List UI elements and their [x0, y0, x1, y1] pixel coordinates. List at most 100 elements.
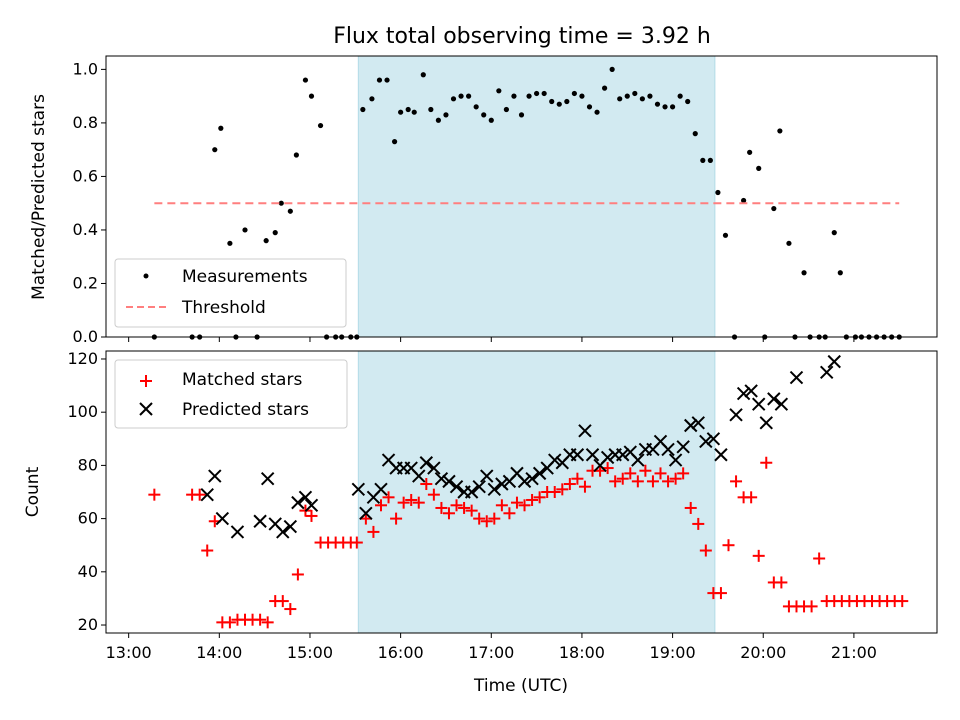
measurement-point: [662, 104, 668, 110]
predicted-star-point: [706, 432, 721, 446]
top-y-axis-label: Matched/Predicted stars: [29, 94, 49, 300]
predicted-star-point: [276, 525, 290, 539]
matched-star-point: [533, 491, 546, 504]
matched-star-point: [435, 501, 448, 514]
top-y-tick-label: 1.0: [73, 59, 98, 78]
measurement-point: [639, 96, 645, 102]
measurement-point: [518, 112, 525, 118]
predicted-star-point: [283, 519, 298, 534]
predicted-star-point: [752, 397, 766, 411]
matched-star-point: [382, 491, 395, 504]
predicted-star-point: [585, 448, 600, 462]
bottom-panel: 20 40 60 80 100 120 13:00 14:00 15:00 16:00 17:00…: [23, 349, 938, 696]
predicted-star-point: [525, 471, 539, 486]
matched-star-point: [745, 491, 758, 504]
measurement-point: [450, 96, 457, 102]
matched-star-point: [639, 464, 652, 477]
matched-star-point: [609, 475, 622, 488]
measurement-point: [556, 101, 562, 107]
measurement-point: [212, 147, 218, 153]
matched-star-point: [805, 600, 818, 613]
measurement-point: [632, 90, 638, 97]
matched-star-point: [201, 544, 214, 557]
matched-star-point: [662, 475, 675, 488]
predicted-star-point: [449, 479, 464, 494]
matched-star-point: [571, 472, 584, 485]
matched-star-point: [291, 568, 304, 581]
predicted-star-point: [691, 416, 705, 430]
predicted-star-point: [736, 386, 751, 401]
matched-star-point: [631, 475, 644, 488]
x-tick-label: 14:00: [196, 643, 242, 662]
matched-star-point: [223, 616, 236, 629]
predicted-star-point: [427, 461, 441, 475]
predicted-star-point: [419, 456, 434, 470]
predicted-star-point: [759, 416, 773, 430]
measurement-point: [617, 96, 623, 102]
x-tick-label: 17:00: [468, 643, 514, 662]
predicted-star-point: [819, 365, 834, 379]
measurement-point: [263, 238, 269, 244]
measurement-point: [549, 98, 555, 105]
matched-star-point: [518, 499, 531, 512]
predicted-star-point: [230, 525, 245, 539]
measurement-point: [685, 98, 691, 105]
measurement-point: [609, 66, 615, 72]
matched-star-point: [261, 616, 274, 629]
bottom-legend: Matched stars Predicted stars: [114, 359, 348, 429]
matched-star-point: [254, 613, 267, 626]
predicted-star-point: [684, 418, 698, 433]
bottom-y-tick-label: 20: [78, 615, 98, 634]
matched-star-point: [616, 472, 629, 485]
measurement-point: [756, 165, 762, 171]
predicted-star-point: [260, 471, 275, 486]
bottom-x-ticks: 13:00 14:00 15:00 16:00 17:00 18:00 19:00 20:00…: [106, 633, 877, 662]
predicted-star-point: [548, 453, 562, 467]
legend-matched-marker: [140, 375, 152, 387]
measurement-point: [511, 93, 517, 99]
predicted-star-point: [359, 506, 373, 520]
x-tick-label: 21:00: [831, 643, 877, 662]
matched-star-point: [526, 493, 539, 506]
matched-star-point: [646, 475, 659, 488]
matched-star-point: [473, 512, 486, 525]
predicted-star-point: [827, 354, 841, 369]
measurement-point: [571, 90, 577, 97]
top-y-tick-label: 0.6: [73, 166, 98, 185]
predicted-star-point: [487, 482, 502, 497]
measurement-point: [369, 96, 375, 102]
x-tick-label: 20:00: [740, 643, 786, 662]
measurement-point: [302, 77, 309, 83]
predicted-star-point: [517, 474, 532, 489]
matched-star-point: [752, 549, 765, 562]
measurement-point: [534, 90, 540, 97]
predicted-star-point: [532, 466, 547, 481]
top-panel-shaded-window: [357, 55, 716, 338]
predicted-star-point: [208, 469, 222, 483]
predicted-star-point: [570, 448, 585, 462]
x-tick-label: 13:00: [106, 643, 152, 662]
matched-star-point: [624, 467, 637, 480]
matched-star-point: [390, 512, 403, 525]
x-tick-label: 16:00: [378, 643, 424, 662]
matched-star-point: [510, 496, 523, 509]
measurement-point: [242, 227, 248, 233]
measurement-point: [481, 112, 487, 118]
matched-star-point: [722, 539, 735, 552]
matched-star-point: [480, 515, 493, 528]
measurement-point: [496, 88, 502, 94]
matched-star-point: [458, 501, 471, 514]
chart-title: Flux total observing time = 3.92 h: [333, 24, 711, 49]
measurement-point: [647, 93, 653, 99]
measurement-point: [564, 98, 570, 105]
matched-star-point: [465, 504, 478, 517]
measurement-point: [287, 208, 293, 214]
matched-star-point: [684, 501, 697, 514]
measurement-point: [360, 106, 366, 113]
legend-measurements-label: Measurements: [182, 267, 308, 287]
top-y-ticks: 0.0 0.2 0.4 0.6 0.8 1.0: [73, 59, 106, 346]
predicted-star-point: [298, 490, 313, 505]
predicted-star-point: [578, 424, 592, 438]
measurement-point: [405, 106, 411, 113]
matched-star-point: [669, 472, 682, 485]
